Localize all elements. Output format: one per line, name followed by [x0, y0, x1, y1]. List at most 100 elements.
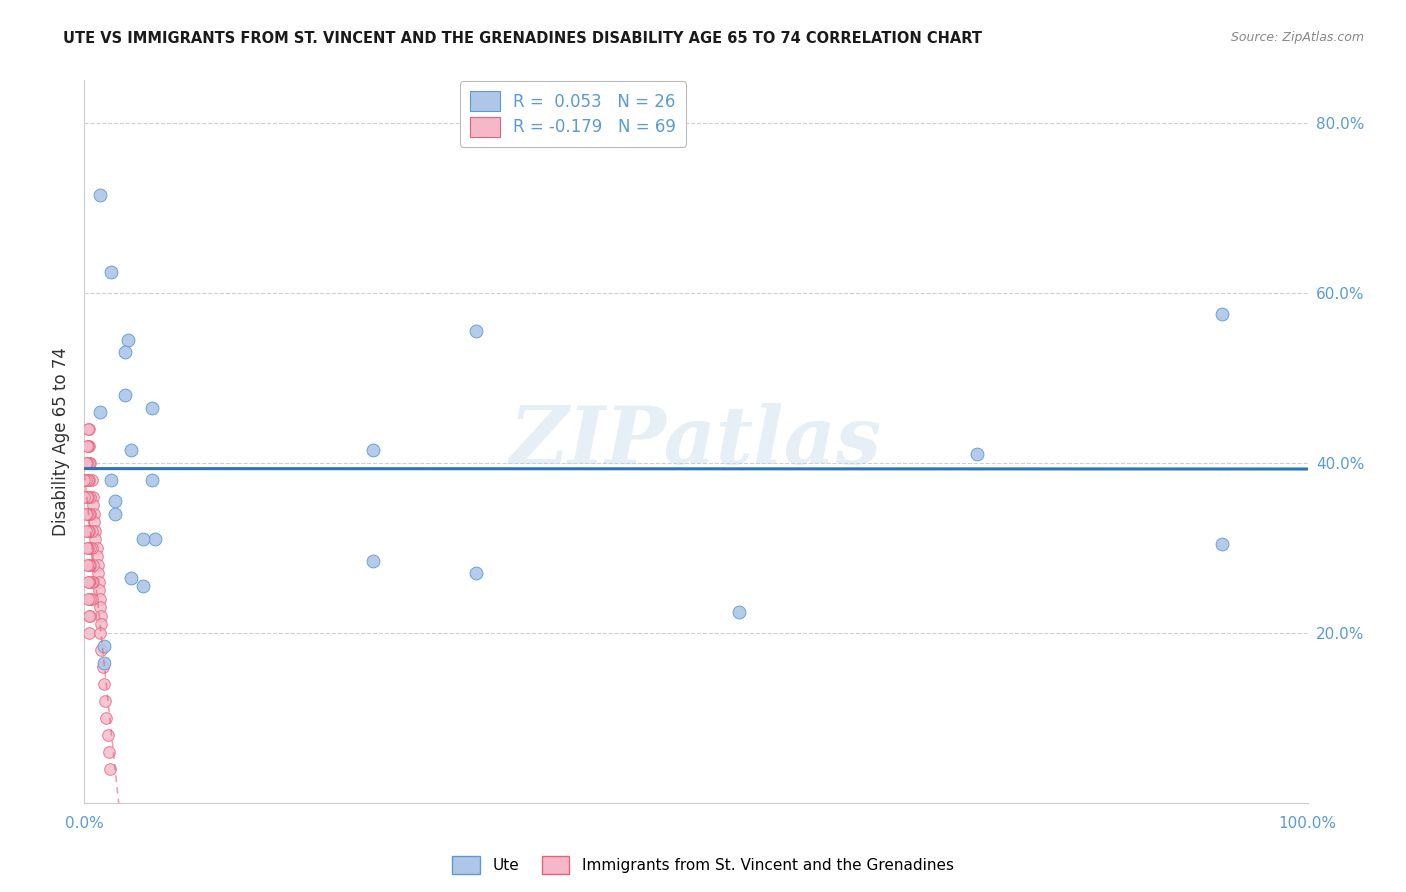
Point [83, 507, 105, 521]
Point [76, 439, 98, 453]
Point [79, 558, 101, 572]
Point [966, 447, 988, 461]
Point [120, 443, 142, 458]
Point [132, 533, 155, 547]
Point [77, 422, 100, 436]
Point [89, 625, 111, 640]
Point [86, 549, 108, 564]
Point [98, 762, 121, 776]
Point [77, 524, 100, 538]
Point [104, 494, 127, 508]
Point [80, 524, 103, 538]
Point [76, 490, 98, 504]
Point [84, 524, 107, 538]
Point [132, 579, 155, 593]
Point [82, 498, 104, 512]
Point [77, 490, 100, 504]
Point [75, 524, 97, 538]
Point [87, 558, 110, 572]
Point [73, 473, 96, 487]
Point [117, 333, 139, 347]
Point [77, 591, 100, 606]
Point [90, 642, 112, 657]
Point [86, 541, 108, 555]
Point [80, 574, 103, 589]
Point [82, 574, 104, 589]
Point [79, 591, 101, 606]
Legend: R =  0.053   N = 26, R = -0.179   N = 69: R = 0.053 N = 26, R = -0.179 N = 69 [460, 81, 686, 146]
Text: UTE VS IMMIGRANTS FROM ST. VINCENT AND THE GRENADINES DISABILITY AGE 65 TO 74 CO: UTE VS IMMIGRANTS FROM ST. VINCENT AND T… [63, 31, 983, 46]
Point [94, 694, 117, 708]
Point [82, 558, 104, 572]
Point [90, 617, 112, 632]
Point [79, 541, 101, 555]
Point [97, 745, 120, 759]
Point [120, 570, 142, 584]
Point [77, 558, 100, 572]
Point [141, 473, 163, 487]
Point [75, 473, 97, 487]
Point [84, 533, 107, 547]
Point [77, 608, 100, 623]
Point [90, 608, 112, 623]
Point [361, 443, 384, 458]
Point [77, 574, 100, 589]
Point [79, 608, 101, 623]
Point [93, 677, 115, 691]
Point [76, 456, 98, 470]
Point [93, 639, 115, 653]
Text: Source: ZipAtlas.com: Source: ZipAtlas.com [1230, 31, 1364, 45]
Point [97, 728, 120, 742]
Point [464, 324, 486, 338]
Legend: Ute, Immigrants from St. Vincent and the Grenadines: Ute, Immigrants from St. Vincent and the… [446, 850, 960, 880]
Point [1211, 536, 1233, 550]
Point [77, 541, 100, 555]
Point [77, 439, 100, 453]
Point [77, 625, 100, 640]
Point [114, 345, 136, 359]
Point [83, 516, 105, 530]
Y-axis label: Disability Age 65 to 74: Disability Age 65 to 74 [52, 347, 70, 536]
Point [73, 490, 96, 504]
Point [75, 507, 97, 521]
Point [91, 660, 114, 674]
Point [89, 600, 111, 615]
Point [89, 591, 111, 606]
Point [141, 401, 163, 415]
Point [76, 507, 98, 521]
Point [76, 558, 98, 572]
Point [77, 473, 100, 487]
Point [75, 456, 97, 470]
Point [77, 439, 100, 453]
Point [727, 605, 749, 619]
Point [100, 473, 122, 487]
Point [77, 422, 100, 436]
Point [361, 553, 384, 567]
Point [89, 188, 111, 202]
Point [77, 574, 100, 589]
Point [87, 583, 110, 598]
Point [114, 388, 136, 402]
Point [77, 507, 100, 521]
Point [77, 473, 100, 487]
Point [80, 591, 103, 606]
Point [87, 574, 110, 589]
Point [79, 507, 101, 521]
Point [80, 473, 103, 487]
Text: ZIPatlas: ZIPatlas [510, 403, 882, 480]
Point [100, 264, 122, 278]
Point [77, 456, 100, 470]
Point [104, 507, 127, 521]
Point [82, 490, 104, 504]
Point [1211, 307, 1233, 321]
Point [93, 656, 115, 670]
Point [464, 566, 486, 581]
Point [76, 541, 98, 555]
Point [143, 533, 166, 547]
Point [89, 405, 111, 419]
Point [79, 490, 101, 504]
Point [79, 456, 101, 470]
Point [77, 524, 100, 538]
Point [96, 711, 118, 725]
Point [87, 566, 110, 581]
